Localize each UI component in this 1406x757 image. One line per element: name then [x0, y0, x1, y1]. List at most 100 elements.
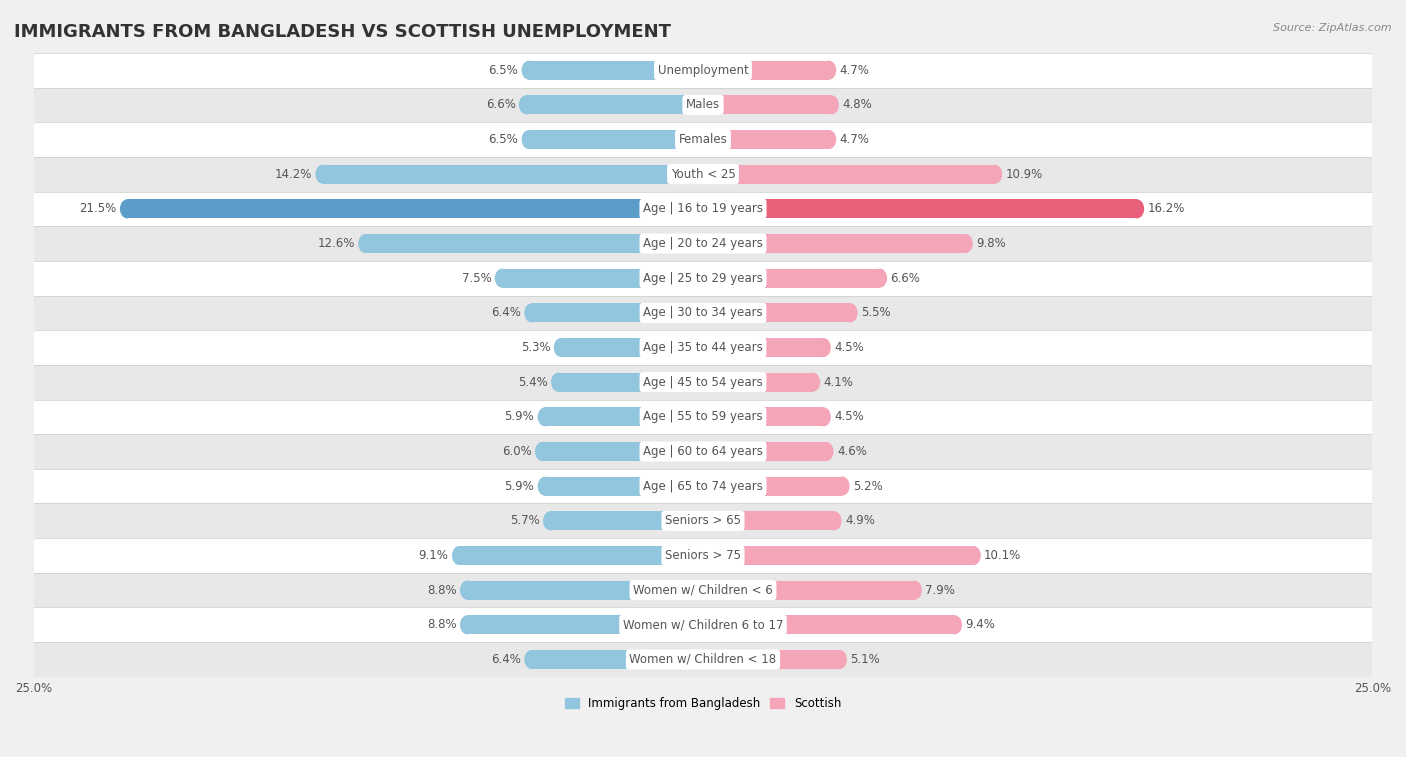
Text: Women w/ Children < 6: Women w/ Children < 6 — [633, 584, 773, 597]
Text: Age | 65 to 74 years: Age | 65 to 74 years — [643, 480, 763, 493]
Text: 9.8%: 9.8% — [976, 237, 1005, 250]
Bar — [546, 407, 703, 426]
Circle shape — [844, 304, 858, 322]
Circle shape — [987, 164, 1002, 184]
Legend: Immigrants from Bangladesh, Scottish: Immigrants from Bangladesh, Scottish — [560, 692, 846, 715]
Text: Age | 45 to 54 years: Age | 45 to 54 years — [643, 375, 763, 388]
Text: 6.6%: 6.6% — [485, 98, 516, 111]
Circle shape — [522, 61, 536, 79]
Circle shape — [460, 615, 475, 634]
Bar — [34, 261, 1372, 295]
Circle shape — [821, 130, 837, 149]
Circle shape — [948, 615, 962, 634]
Circle shape — [821, 61, 837, 79]
Text: Seniors > 65: Seniors > 65 — [665, 514, 741, 528]
Bar — [128, 199, 703, 218]
Circle shape — [806, 372, 820, 391]
Text: 5.4%: 5.4% — [517, 375, 548, 388]
Circle shape — [451, 546, 467, 565]
Circle shape — [534, 442, 550, 461]
Bar — [34, 88, 1372, 122]
Circle shape — [120, 199, 135, 218]
Text: Youth < 25: Youth < 25 — [671, 168, 735, 181]
Text: 6.4%: 6.4% — [491, 307, 520, 319]
Text: 5.5%: 5.5% — [860, 307, 890, 319]
Text: 7.9%: 7.9% — [925, 584, 955, 597]
Circle shape — [815, 338, 831, 357]
Circle shape — [495, 269, 509, 288]
Circle shape — [957, 234, 973, 253]
Text: 21.5%: 21.5% — [79, 202, 117, 215]
Bar — [34, 400, 1372, 435]
Text: 9.4%: 9.4% — [966, 618, 995, 631]
Circle shape — [460, 581, 475, 600]
Bar — [703, 477, 842, 496]
Text: Females: Females — [679, 133, 727, 146]
Circle shape — [815, 407, 831, 426]
Circle shape — [543, 511, 558, 531]
Bar — [558, 372, 703, 391]
Bar — [561, 338, 703, 357]
Text: 7.5%: 7.5% — [461, 272, 492, 285]
Bar — [703, 164, 995, 184]
Text: 14.2%: 14.2% — [274, 168, 312, 181]
Bar — [703, 61, 830, 79]
Bar — [703, 199, 1137, 218]
Bar — [703, 234, 966, 253]
Circle shape — [537, 477, 553, 496]
Text: 4.1%: 4.1% — [824, 375, 853, 388]
Bar — [34, 365, 1372, 400]
Text: Unemployment: Unemployment — [658, 64, 748, 76]
Bar — [703, 650, 839, 669]
Text: 10.9%: 10.9% — [1005, 168, 1043, 181]
Bar — [531, 304, 703, 322]
Text: Source: ZipAtlas.com: Source: ZipAtlas.com — [1274, 23, 1392, 33]
Circle shape — [835, 477, 849, 496]
Bar — [529, 61, 703, 79]
Text: Women w/ Children < 18: Women w/ Children < 18 — [630, 653, 776, 666]
Bar — [467, 615, 703, 634]
Text: 6.5%: 6.5% — [488, 64, 519, 76]
Bar — [703, 511, 834, 531]
Bar — [34, 642, 1372, 677]
Text: 5.7%: 5.7% — [510, 514, 540, 528]
Bar — [526, 95, 703, 114]
Bar — [34, 226, 1372, 261]
Circle shape — [966, 546, 981, 565]
Circle shape — [522, 130, 536, 149]
Text: 4.7%: 4.7% — [839, 133, 869, 146]
Bar — [323, 164, 703, 184]
Bar — [703, 338, 824, 357]
Text: 5.9%: 5.9% — [505, 480, 534, 493]
Text: 4.5%: 4.5% — [834, 341, 863, 354]
Text: Women w/ Children 6 to 17: Women w/ Children 6 to 17 — [623, 618, 783, 631]
Text: 5.2%: 5.2% — [853, 480, 883, 493]
Circle shape — [872, 269, 887, 288]
Bar — [34, 157, 1372, 192]
Bar — [34, 503, 1372, 538]
Bar — [529, 130, 703, 149]
Text: Age | 20 to 24 years: Age | 20 to 24 years — [643, 237, 763, 250]
Bar — [460, 546, 703, 565]
Bar — [546, 477, 703, 496]
Circle shape — [359, 234, 373, 253]
Bar — [34, 538, 1372, 573]
Bar — [703, 304, 851, 322]
Circle shape — [827, 511, 842, 531]
Text: 4.9%: 4.9% — [845, 514, 875, 528]
Text: 6.5%: 6.5% — [488, 133, 519, 146]
Bar — [703, 546, 973, 565]
Text: 8.8%: 8.8% — [427, 618, 457, 631]
Text: 6.4%: 6.4% — [491, 653, 520, 666]
Bar — [502, 269, 703, 288]
Text: 6.6%: 6.6% — [890, 272, 921, 285]
Text: 4.6%: 4.6% — [837, 445, 866, 458]
Circle shape — [519, 95, 534, 114]
Circle shape — [907, 581, 922, 600]
Text: Males: Males — [686, 98, 720, 111]
Text: 5.3%: 5.3% — [520, 341, 550, 354]
Bar — [34, 573, 1372, 607]
Text: 4.8%: 4.8% — [842, 98, 872, 111]
Bar — [467, 581, 703, 600]
Text: 16.2%: 16.2% — [1147, 202, 1185, 215]
